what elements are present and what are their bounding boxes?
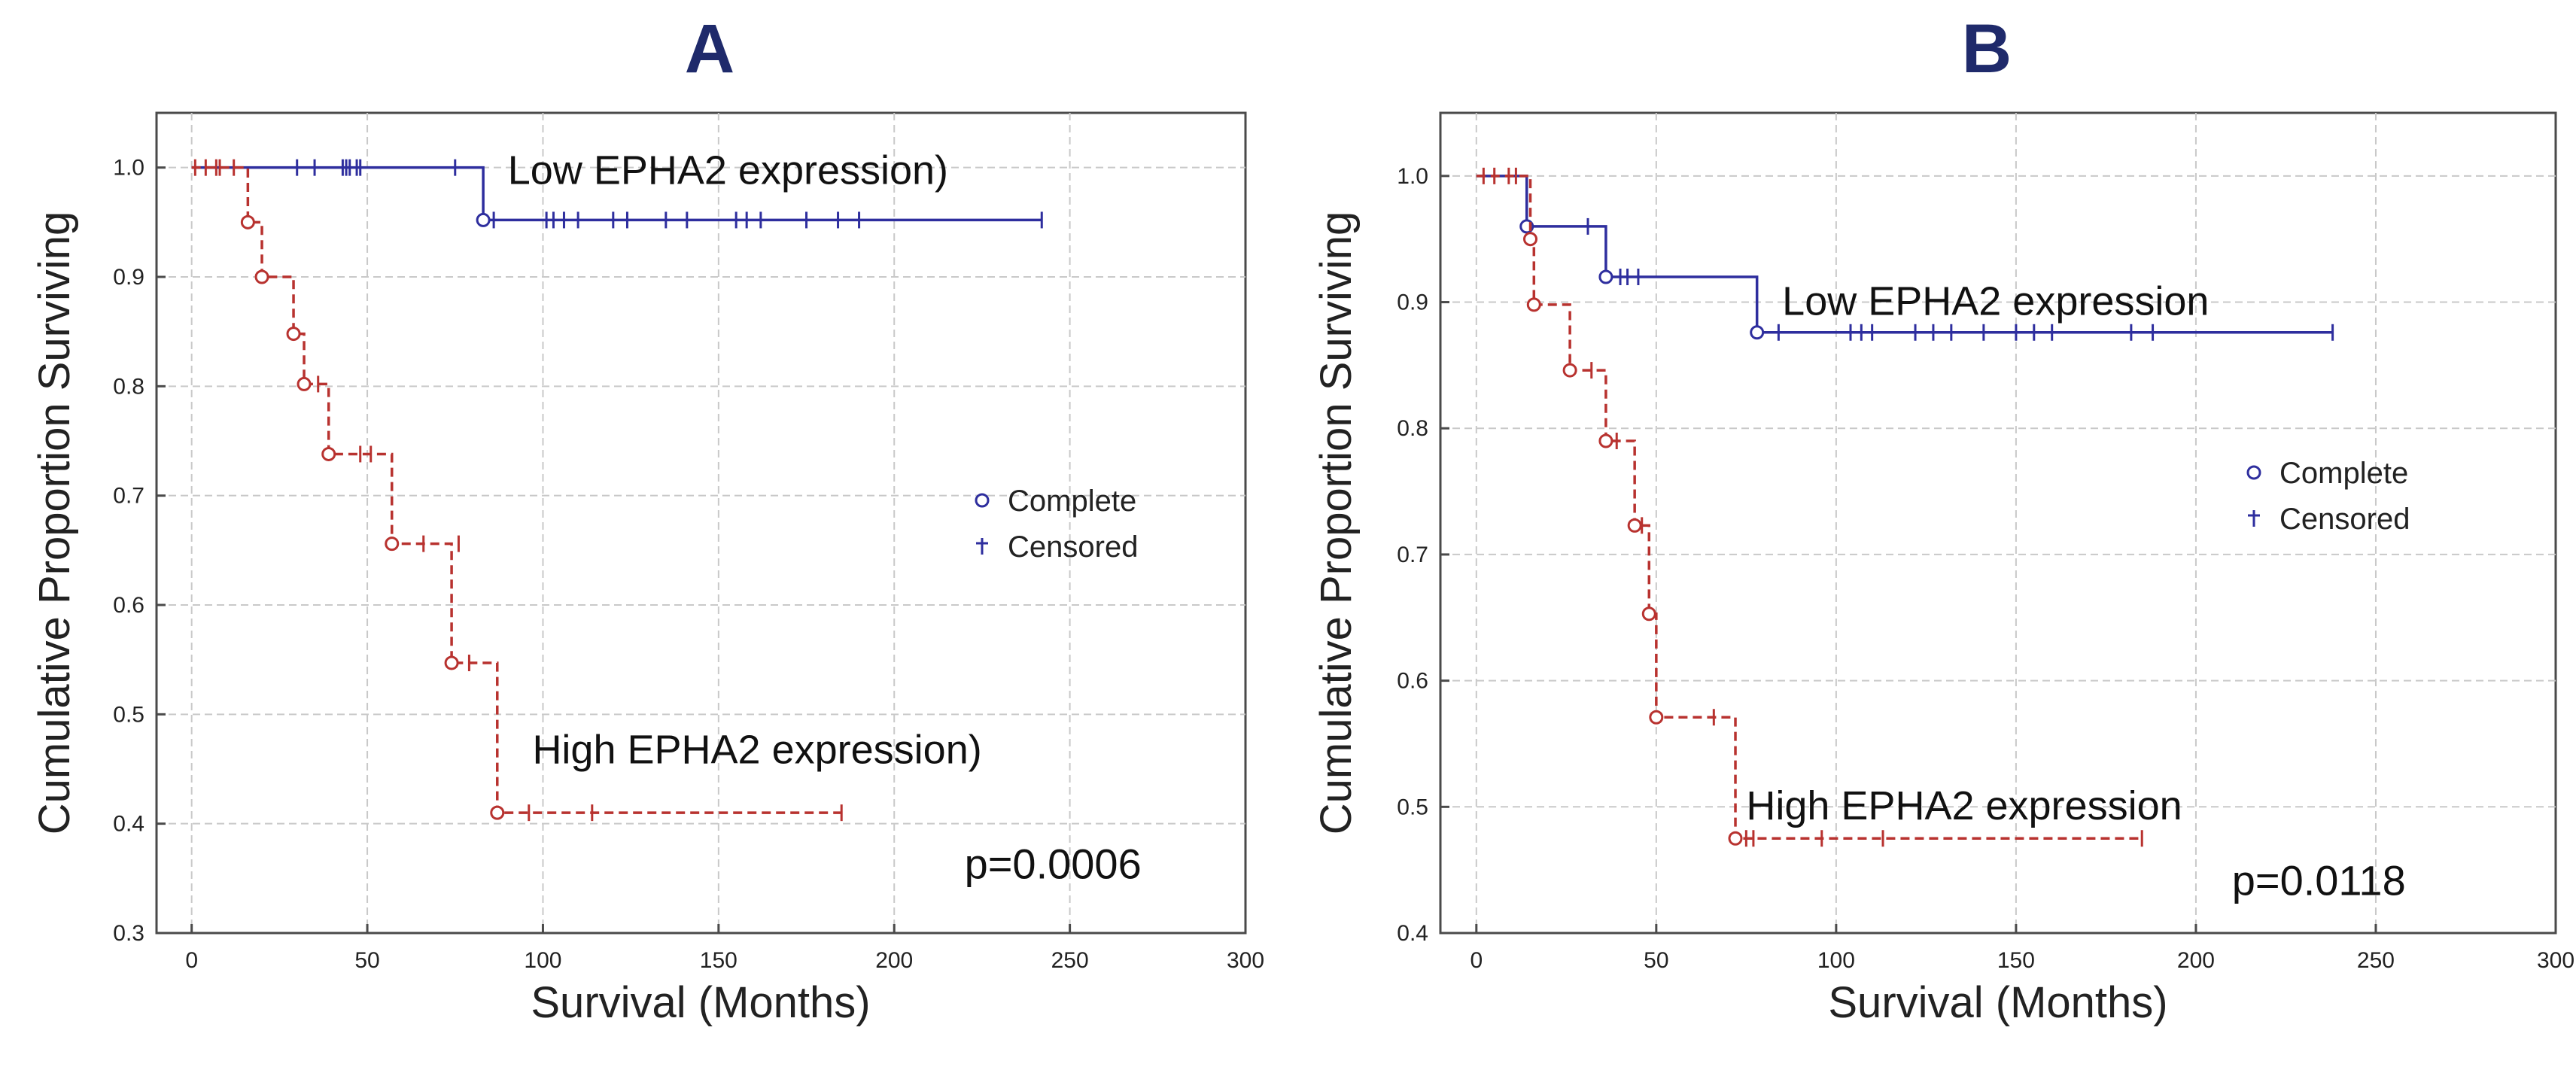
- panel-a: A 0 50 100 150 200 250 300 0.3 0.4 0.5 0.6 0.7 0.8 0.…: [30, 11, 1264, 1027]
- panel-b-low-series: [1476, 175, 2334, 341]
- panel-b-x-tick-label: 0: [1470, 948, 1483, 973]
- panel-a-x-tick-label: 200: [875, 948, 913, 973]
- panel-b-y-tick-label: 0.9: [1397, 290, 1428, 315]
- panel-b-title: B: [1962, 11, 2012, 87]
- panel-a-x-tick-label: 50: [354, 948, 379, 973]
- panel-a-high-series-event-point: [385, 536, 400, 552]
- panel-a-legend-complete-label: Complete: [1008, 485, 1136, 518]
- panel-a-y-tick-label: 0.7: [113, 484, 144, 509]
- panel-b-y-axis-label: Cumulative Proportion Surviving: [1312, 211, 1361, 834]
- panel-b-series-annotation: Low EPHA2 expression: [1782, 278, 2209, 324]
- panel-a-high-series-event-point: [240, 214, 255, 229]
- panel-a-x-tick-label: 0: [185, 948, 198, 973]
- panel-a-y-tick-label: 0.8: [113, 374, 144, 399]
- panel-b-legend-complete-symbol: [2246, 465, 2261, 480]
- panel-a-y-tick-label: 0.3: [113, 921, 144, 946]
- panel-b-y-tick-label: 0.7: [1397, 543, 1428, 567]
- panel-b-high-series-event-point: [1728, 831, 1743, 846]
- panel-b-x-tick-label: 300: [2537, 948, 2574, 973]
- panel-a-x-tick-label: 150: [700, 948, 738, 973]
- panel-a-x-tick-label: 300: [1227, 948, 1264, 973]
- panel-a-series-annotation: Low EPHA2 expression): [508, 147, 948, 193]
- panel-b-high-series: [1476, 167, 2143, 847]
- panel-b-low-series-line: [1476, 175, 2333, 334]
- panel-a-high-series-event-point: [444, 655, 459, 670]
- panel-b-y-tick-label: 0.8: [1397, 416, 1428, 441]
- panel-a-y-tick-label: 0.9: [113, 265, 144, 290]
- panel-a-high-series-event-point: [286, 327, 301, 342]
- panel-b-high-series-event-point: [1649, 710, 1664, 725]
- panel-a-high-series-event-point: [490, 805, 505, 820]
- panel-b-y-tick-label: 0.4: [1397, 921, 1428, 946]
- panel-a-x-tick-label: 100: [524, 948, 561, 973]
- panel-b-y-tick-label: 0.6: [1397, 669, 1428, 694]
- panel-b-low-series-event-point: [1750, 325, 1765, 340]
- panel-b-high-series-event-point: [1598, 433, 1613, 448]
- panel-b-high-series-line: [1476, 175, 2143, 840]
- panel-b-low-series-event-point: [1598, 269, 1613, 284]
- panel-a-y-tick-label: 1.0: [113, 156, 144, 181]
- panel-b-series-annotation: High EPHA2 expression: [1746, 783, 2182, 828]
- panel-a-high-series: [191, 159, 843, 822]
- panel-a-title: A: [685, 11, 734, 87]
- panel-a-low-series: [191, 159, 1043, 229]
- panel-a-p-value: p=0.0006: [965, 840, 1142, 887]
- panel-a-low-series-line: [191, 166, 1042, 222]
- panel-a-x-axis-label: Survival (Months): [531, 978, 870, 1027]
- panel-b-y-tick-label: 1.0: [1397, 164, 1428, 189]
- panel-a-high-series-line: [191, 166, 842, 814]
- panel-b-high-series-event-point: [1641, 606, 1656, 622]
- panel-b-high-series-event-point: [1523, 232, 1538, 247]
- panel-b-legend-censored-label: Censored: [2279, 503, 2410, 536]
- panel-a-y-tick-label: 0.4: [113, 812, 144, 837]
- panel-b-plot-frame: [1439, 111, 2557, 935]
- panel-a-high-series-event-point: [297, 376, 312, 391]
- panel-b-x-tick-label: 150: [1997, 948, 2035, 973]
- panel-b-x-tick-label: 100: [1817, 948, 1855, 973]
- panel-b-high-series-event-point: [1526, 297, 1541, 312]
- panel-a-legend-complete-symbol: [975, 493, 990, 508]
- panel-a-y-axis-label: Cumulative Proportion Surviving: [30, 211, 79, 834]
- panel-b-p-value: p=0.0118: [2232, 857, 2406, 904]
- panel-a-legend-censored-label: Censored: [1008, 530, 1138, 564]
- panel-b: B 0 50 100 150 200 250 300 0.4 0.5 0.6 0.7 0.8 0.9 1.…: [1312, 11, 2574, 1027]
- panel-a-high-series-event-point: [321, 446, 336, 461]
- panel-a-high-series-event-point: [254, 269, 269, 284]
- panel-a-y-tick-label: 0.6: [113, 593, 144, 618]
- panel-b-x-tick-label: 200: [2177, 948, 2215, 973]
- panel-a-plot-frame: [155, 111, 1247, 935]
- panel-b-high-series-event-point: [1562, 363, 1577, 378]
- panel-a-y-tick-label: 0.5: [113, 702, 144, 727]
- panel-b-y-tick-label: 0.5: [1397, 795, 1428, 819]
- panel-b-x-axis-label: Survival (Months): [1828, 978, 2167, 1027]
- panel-b-x-tick-label: 50: [1644, 948, 1668, 973]
- panel-b-x-tick-label: 250: [2357, 948, 2395, 973]
- panel-a-x-tick-label: 250: [1051, 948, 1089, 973]
- panel-a-low-series-event-point: [476, 212, 491, 227]
- panel-a-series-annotation: High EPHA2 expression): [532, 728, 981, 773]
- panel-b-high-series-event-point: [1627, 518, 1642, 533]
- panel-b-legend-complete-label: Complete: [2279, 457, 2408, 490]
